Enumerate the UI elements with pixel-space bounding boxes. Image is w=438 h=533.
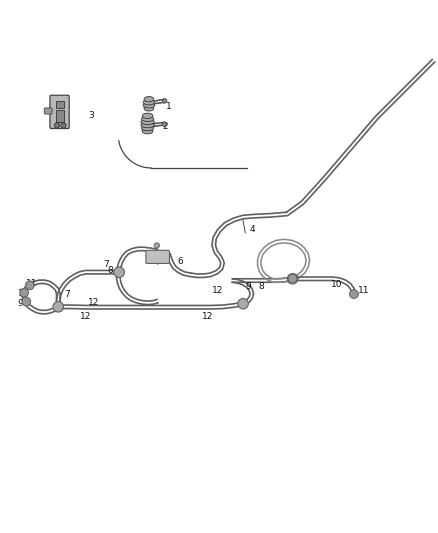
Text: 12: 12 xyxy=(88,298,99,307)
Ellipse shape xyxy=(142,128,153,134)
Circle shape xyxy=(114,267,124,278)
Text: 11: 11 xyxy=(26,279,38,288)
FancyBboxPatch shape xyxy=(56,101,64,108)
Text: 8: 8 xyxy=(107,265,113,274)
FancyBboxPatch shape xyxy=(50,95,69,128)
Text: 6: 6 xyxy=(177,257,183,266)
Text: 10: 10 xyxy=(18,289,29,298)
Circle shape xyxy=(350,290,358,298)
Text: 5: 5 xyxy=(152,253,159,262)
Ellipse shape xyxy=(143,103,155,108)
Text: 9: 9 xyxy=(18,299,23,308)
Circle shape xyxy=(54,123,60,128)
Ellipse shape xyxy=(144,96,154,102)
Text: 4: 4 xyxy=(250,225,255,234)
Text: 12: 12 xyxy=(212,286,223,295)
Text: 11: 11 xyxy=(358,286,370,295)
Circle shape xyxy=(61,123,66,128)
Ellipse shape xyxy=(142,113,153,118)
FancyBboxPatch shape xyxy=(146,251,170,263)
Circle shape xyxy=(22,297,31,306)
Ellipse shape xyxy=(144,106,154,111)
Ellipse shape xyxy=(141,119,154,125)
Text: 9: 9 xyxy=(245,282,251,290)
Ellipse shape xyxy=(141,123,154,128)
Text: 7: 7 xyxy=(103,260,109,269)
Circle shape xyxy=(162,99,167,103)
Circle shape xyxy=(53,302,64,312)
Text: 3: 3 xyxy=(88,111,94,120)
Text: 8: 8 xyxy=(258,282,264,290)
Circle shape xyxy=(288,274,297,283)
Ellipse shape xyxy=(143,100,155,105)
Circle shape xyxy=(162,122,166,126)
Text: 2: 2 xyxy=(162,122,168,131)
Circle shape xyxy=(25,281,34,290)
Text: 7: 7 xyxy=(64,290,70,299)
Text: 1: 1 xyxy=(166,102,172,111)
Text: 12: 12 xyxy=(80,312,91,321)
Circle shape xyxy=(154,243,159,248)
Text: 12: 12 xyxy=(202,312,214,321)
Ellipse shape xyxy=(141,125,154,131)
Circle shape xyxy=(238,298,248,309)
Text: 10: 10 xyxy=(331,280,343,289)
FancyBboxPatch shape xyxy=(44,108,52,114)
FancyBboxPatch shape xyxy=(56,110,64,122)
Circle shape xyxy=(20,288,28,297)
Ellipse shape xyxy=(141,116,154,122)
